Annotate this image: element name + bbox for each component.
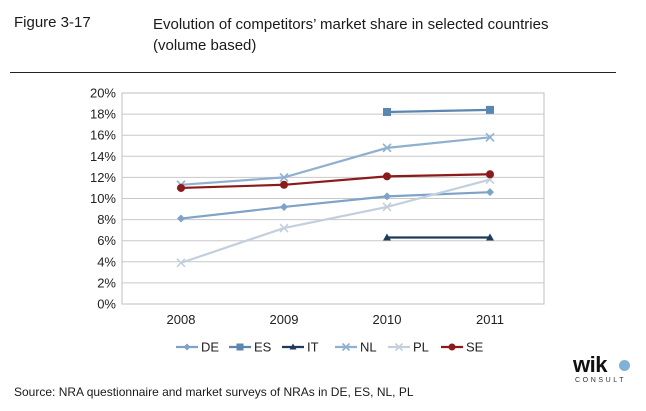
legend-marker-de bbox=[183, 343, 191, 351]
series-line-es bbox=[386, 108, 491, 114]
data-point-nl bbox=[485, 132, 495, 142]
legend-label-se: SE bbox=[466, 340, 484, 355]
figure-title-line2: (volume based) bbox=[153, 37, 257, 54]
legend-marker-it bbox=[289, 343, 297, 350]
y-tick-label: 10% bbox=[90, 191, 116, 206]
figure-title: Evolution of competitors’ market share i… bbox=[153, 14, 623, 56]
data-point-se bbox=[383, 172, 391, 181]
data-point-es bbox=[486, 105, 494, 114]
data-point-es bbox=[383, 107, 391, 116]
y-tick-label: 2% bbox=[97, 275, 116, 290]
legend-marker-se bbox=[448, 343, 456, 351]
data-point-it bbox=[383, 233, 391, 241]
legend-marker-pl bbox=[394, 342, 404, 352]
y-tick-label: 20% bbox=[90, 86, 116, 101]
y-tick-label: 8% bbox=[97, 212, 116, 227]
figure-label: Figure 3-17 bbox=[14, 14, 91, 31]
series-line-nl bbox=[180, 136, 491, 186]
data-point-nl bbox=[279, 172, 289, 182]
data-point-de bbox=[177, 214, 185, 223]
data-point-de bbox=[486, 188, 494, 197]
legend-label-it: IT bbox=[307, 340, 319, 355]
y-tick-label: 4% bbox=[97, 254, 116, 269]
logo-dot-icon bbox=[619, 360, 630, 371]
x-tick-label: 2010 bbox=[373, 312, 402, 327]
data-point-it bbox=[486, 233, 494, 241]
data-point-pl bbox=[382, 202, 392, 212]
title-divider bbox=[10, 72, 616, 73]
y-tick-label: 6% bbox=[97, 233, 116, 248]
data-point-se bbox=[486, 170, 494, 179]
legend-label-pl: PL bbox=[413, 340, 429, 355]
data-point-se bbox=[177, 183, 185, 192]
series-line-pl bbox=[180, 178, 491, 264]
legend-label-nl: NL bbox=[360, 340, 377, 355]
data-point-nl bbox=[382, 143, 392, 153]
y-tick-label: 18% bbox=[90, 107, 116, 122]
series-line-se bbox=[180, 173, 491, 190]
wik-consult-logo: wik CONSULT bbox=[573, 352, 633, 388]
x-tick-label: 2009 bbox=[270, 312, 299, 327]
y-tick-label: 14% bbox=[90, 149, 116, 164]
data-point-de bbox=[280, 202, 288, 211]
y-tick-label: 16% bbox=[90, 128, 116, 143]
legend-marker-es bbox=[236, 343, 244, 351]
x-tick-label: 2011 bbox=[476, 312, 504, 327]
legend-label-de: DE bbox=[201, 340, 219, 355]
logo-subtitle: CONSULT bbox=[575, 377, 627, 384]
figure-title-line1: Evolution of competitors’ market share i… bbox=[153, 16, 549, 33]
data-point-se bbox=[280, 180, 288, 189]
data-point-pl bbox=[176, 258, 186, 268]
legend-label-es: ES bbox=[254, 340, 272, 355]
y-tick-label: 0% bbox=[97, 297, 116, 312]
legend-marker-nl bbox=[341, 342, 351, 352]
source-note: Source: NRA questionnaire and market sur… bbox=[14, 385, 414, 399]
x-tick-label: 2008 bbox=[167, 312, 196, 327]
y-tick-label: 12% bbox=[90, 170, 116, 185]
logo-word: wik bbox=[573, 352, 607, 377]
data-point-de bbox=[383, 192, 391, 201]
series-line-de bbox=[180, 191, 491, 220]
data-point-pl bbox=[279, 223, 289, 233]
